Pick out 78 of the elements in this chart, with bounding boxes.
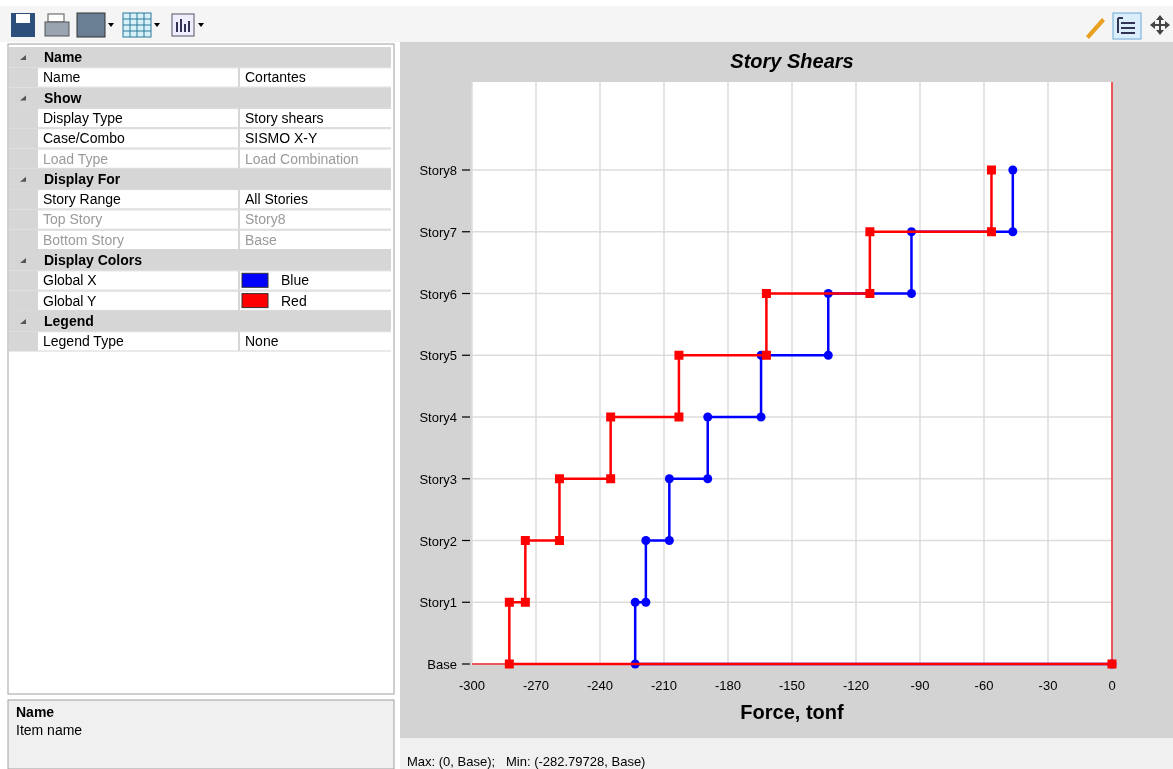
x-tick-label: -30 (1038, 678, 1058, 693)
text: Legend Type (43, 333, 124, 350)
point (664, 474, 674, 484)
text: All Stories (245, 191, 309, 208)
text: Legend (44, 312, 94, 329)
text: SISMO X-Y (245, 130, 319, 147)
y-tick-label: Story6 (419, 286, 457, 302)
text: Story8 (245, 211, 286, 228)
point (504, 597, 514, 607)
point (674, 350, 684, 360)
x-tick-label: -90 (910, 678, 930, 693)
y-tick-label: Story2 (419, 533, 457, 549)
point (504, 659, 514, 669)
text: Display Colors (44, 252, 143, 268)
point (520, 536, 530, 545)
point (664, 536, 674, 545)
text: None (245, 333, 279, 350)
point (756, 412, 766, 422)
point (906, 289, 916, 298)
text: Case/Combo (43, 130, 125, 147)
x-tick-label: -270 (522, 678, 550, 693)
point (703, 474, 713, 484)
text: Story shears (245, 109, 324, 126)
text: Max: (0, Base); Min: (-282.79728, Base) (407, 754, 646, 769)
text: Load Type (43, 150, 109, 167)
text: Cortantes (245, 69, 306, 86)
text: Show (44, 89, 82, 106)
x-axis-title: Force, tonf (740, 701, 844, 723)
y-tick-label: Story5 (419, 348, 457, 364)
x-tick-label: -150 (778, 678, 806, 693)
x-tick-label: -300 (458, 678, 486, 693)
x-tick-label: 0 (1108, 678, 1116, 693)
y-tick-label: Base (427, 657, 457, 672)
chart-title: Story Shears (730, 50, 854, 72)
point (606, 474, 616, 484)
point (1008, 165, 1018, 175)
y-tick-label: Story3 (419, 471, 457, 487)
point (761, 289, 771, 298)
point (630, 597, 640, 607)
y-tick-label: Story8 (419, 163, 457, 178)
text: Display Type (43, 109, 124, 126)
point (986, 227, 996, 237)
y-tick-label: Story7 (419, 224, 457, 240)
x-tick-label: -180 (714, 678, 742, 693)
point (606, 412, 616, 422)
text: Bottom Story (43, 231, 124, 248)
point (823, 350, 833, 360)
text: Name (44, 49, 83, 65)
text: Top Story (43, 211, 103, 228)
text: Blue (281, 272, 310, 289)
text: Global X (43, 272, 98, 289)
y-tick-label: Story4 (419, 410, 457, 425)
text: Load Combination (245, 150, 359, 167)
point (1008, 227, 1018, 237)
point (554, 536, 564, 545)
text: Name (43, 69, 81, 86)
x-tick-label: -210 (650, 678, 678, 693)
text: Display For (44, 170, 121, 187)
x-tick-label: -120 (842, 678, 870, 693)
text: Red (281, 292, 307, 309)
text: Base (245, 231, 278, 248)
text: Global Y (43, 292, 98, 309)
y-tick-label: Story1 (419, 595, 457, 611)
point (554, 474, 564, 484)
point (761, 350, 771, 360)
point (520, 597, 530, 607)
text: Story Range (43, 191, 122, 208)
text: Item name (16, 722, 83, 738)
point (703, 412, 713, 422)
point (641, 597, 651, 607)
x-tick-label: -240 (586, 678, 614, 693)
point (641, 536, 651, 545)
point (865, 289, 875, 298)
point (986, 165, 996, 175)
point (674, 412, 684, 422)
text: Name (16, 704, 55, 720)
point (865, 227, 875, 237)
x-tick-label: -60 (974, 678, 994, 693)
